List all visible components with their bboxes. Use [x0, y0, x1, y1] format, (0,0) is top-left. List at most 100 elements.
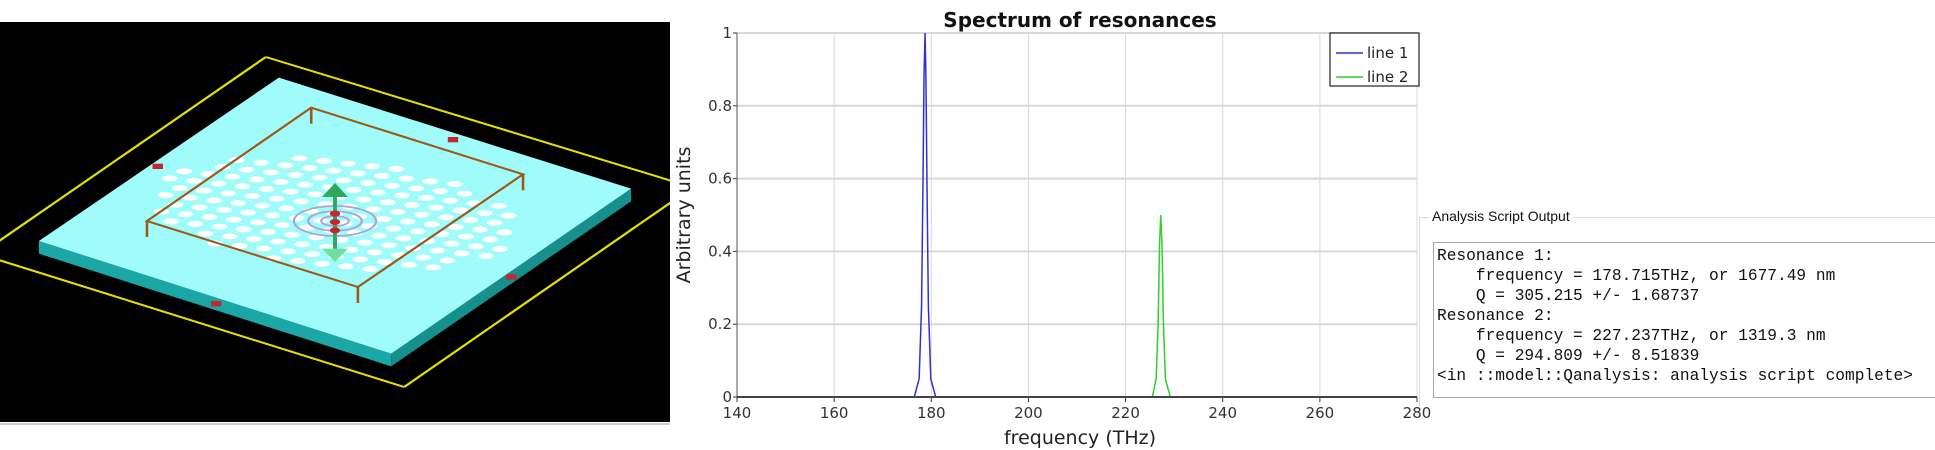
air-hole: [206, 197, 222, 204]
air-hole: [375, 216, 392, 222]
air-hole: [187, 221, 204, 227]
chart-title: Spectrum of resonances: [943, 8, 1216, 32]
air-hole: [452, 207, 469, 214]
air-hole: [230, 200, 246, 206]
air-hole: [298, 224, 315, 231]
air-hole: [446, 181, 463, 187]
air-hole: [181, 194, 198, 201]
air-hole: [456, 190, 473, 197]
air-hole: [472, 226, 489, 233]
air-hole: [438, 214, 454, 221]
arrow-up-icon: [322, 183, 348, 197]
air-hole: [500, 212, 517, 219]
x-axis-label: frequency (THz): [1004, 427, 1156, 449]
output-line: frequency = 227.237THz, or 1319.3 nm: [1475, 327, 1826, 345]
series: [737, 32, 1417, 398]
time-monitor-point: [329, 219, 341, 225]
air-hole: [486, 219, 503, 226]
x-tick-label: 240: [1208, 404, 1237, 422]
x-tick-label: 260: [1306, 404, 1335, 422]
air-hole: [439, 257, 456, 264]
air-hole: [224, 173, 241, 180]
air-hole: [273, 179, 289, 185]
air-hole: [287, 172, 304, 178]
air-hole: [291, 155, 308, 162]
air-hole: [389, 209, 406, 215]
air-hole: [250, 219, 266, 226]
air-hole: [278, 205, 295, 212]
y-tick-label: 0.8: [708, 97, 732, 115]
air-hole: [248, 176, 265, 183]
spectrum-chart: 140 160 180 200 220 240 260 280 0 0.2 0.4 0.6 0.8 1 S…: [673, 8, 1431, 449]
air-hole: [245, 236, 262, 242]
y-axis-label: Arbitrary units: [673, 147, 695, 284]
air-hole: [318, 244, 335, 250]
air-hole: [264, 212, 281, 219]
air-hole: [196, 187, 212, 194]
air-hole: [442, 197, 459, 204]
output-line: Resonance 2:: [1437, 307, 1554, 325]
air-hole: [428, 204, 444, 211]
air-hole: [221, 233, 238, 240]
air-hole: [409, 228, 426, 235]
air-hole: [385, 225, 402, 232]
air-hole: [422, 178, 439, 185]
output-line: Q = 294.809 +/- 8.51839: [1475, 347, 1700, 365]
time-monitor-point: [447, 137, 459, 143]
air-hole: [311, 174, 328, 181]
air-hole: [268, 195, 285, 202]
air-hole: [162, 175, 178, 182]
arrow-down-icon: [322, 248, 348, 262]
3d-simulation-view[interactable]: [0, 22, 693, 422]
air-hole: [381, 242, 397, 249]
air-hole: [253, 159, 269, 166]
time-monitor-point: [329, 227, 341, 234]
legend-entry: line 2: [1367, 68, 1408, 86]
air-hole: [432, 188, 449, 194]
air-hole: [453, 250, 470, 257]
air-hole: [376, 259, 393, 265]
air-hole: [379, 199, 396, 206]
air-hole: [342, 246, 359, 253]
air-hole: [395, 235, 412, 242]
air-hole: [270, 238, 286, 245]
legend: line 1 line 2: [1329, 32, 1420, 87]
air-hole: [277, 162, 294, 169]
air-hole: [355, 196, 372, 203]
group-frame-left: [1419, 217, 1420, 407]
air-hole: [294, 241, 310, 248]
axes: 140 160 180 200 220 240 260 280 0 0.2 0.4 0.6 0.8 1: [708, 24, 1431, 422]
air-hole: [476, 210, 493, 216]
air-hole: [374, 173, 390, 179]
air-hole: [345, 187, 362, 193]
air-hole: [220, 190, 237, 197]
air-hole: [394, 192, 410, 199]
air-hole: [357, 239, 373, 246]
air-hole: [429, 247, 446, 254]
x-tick-label: 220: [1111, 404, 1140, 422]
air-hole: [350, 170, 366, 177]
time-monitor-point: [210, 301, 222, 307]
simulation-boundary: [0, 259, 405, 388]
air-hole: [478, 253, 494, 259]
analysis-output-panel: Analysis Script Output Resonance 1: freq…: [1419, 206, 1935, 407]
air-hole: [424, 221, 440, 228]
output-line: Resonance 1:: [1437, 247, 1554, 265]
air-hole: [172, 185, 188, 191]
output-line: frequency = 178.715THz, or 1677.49 nm: [1475, 267, 1836, 285]
y-tick-label: 0: [722, 388, 732, 406]
air-hole: [191, 204, 208, 211]
air-hole: [254, 202, 271, 209]
air-hole: [307, 191, 323, 198]
air-hole: [210, 180, 227, 187]
simulation-boundary: [265, 56, 693, 188]
air-hole: [443, 240, 460, 247]
output-text-area[interactable]: Resonance 1: frequency = 178.715THz, or …: [1433, 242, 1935, 398]
air-hole: [335, 177, 352, 184]
air-hole: [274, 222, 291, 228]
air-hole: [288, 215, 305, 221]
x-tick-label: 160: [820, 404, 849, 422]
time-monitor-point: [152, 163, 163, 169]
air-hole: [362, 266, 379, 272]
y-tick-label: 0.2: [708, 315, 732, 333]
